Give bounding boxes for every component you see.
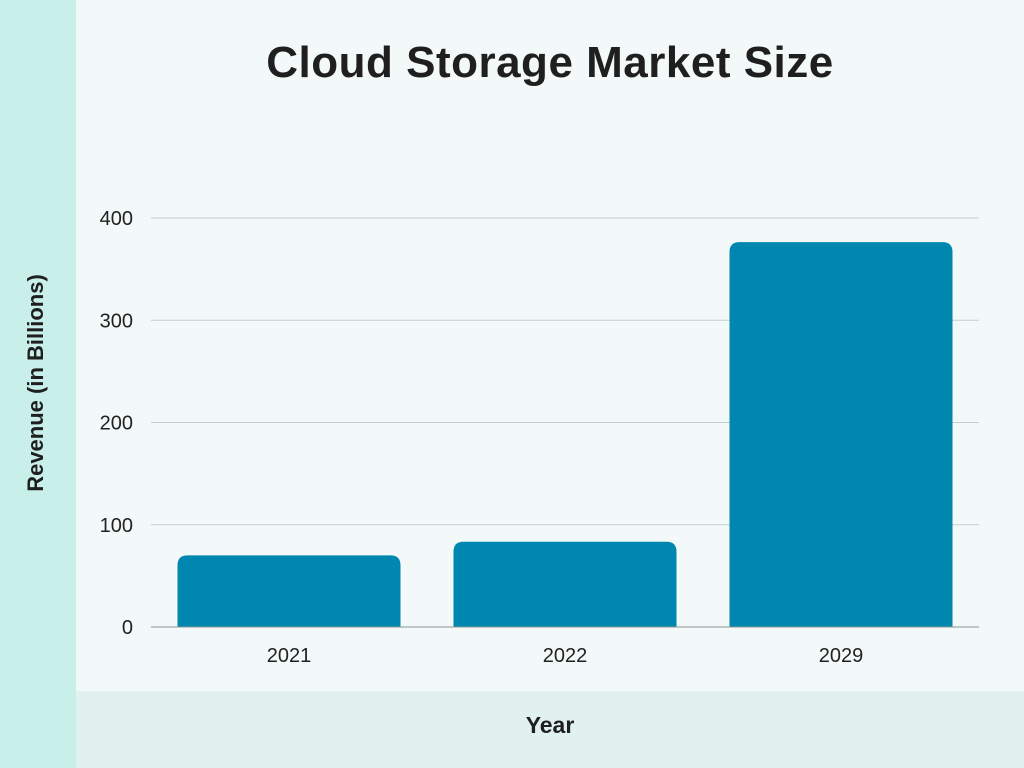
y-tick-label: 200 bbox=[100, 413, 133, 435]
bar-2029 bbox=[729, 242, 953, 628]
x-tick-label: 2021 bbox=[267, 645, 312, 667]
x-axis-label: Year bbox=[525, 712, 575, 738]
x-tick-label: 2029 bbox=[819, 645, 864, 667]
y-tick-label: 400 bbox=[100, 208, 133, 230]
bars bbox=[151, 242, 979, 628]
x-tick-labels: 2021 2022 2029 bbox=[267, 645, 864, 667]
x-tick-label: 2022 bbox=[543, 645, 588, 667]
bar-2022 bbox=[453, 541, 677, 627]
x-axis-label-band bbox=[76, 691, 1024, 768]
y-tick-label: 100 bbox=[100, 515, 133, 537]
side-decoration-strip bbox=[0, 0, 76, 768]
bar-2021 bbox=[177, 555, 401, 627]
y-tick-label: 300 bbox=[100, 310, 133, 332]
y-tick-labels: 0 100 200 300 400 bbox=[100, 208, 133, 639]
chart-title: Cloud Storage Market Size bbox=[266, 38, 834, 87]
y-tick-label: 0 bbox=[122, 617, 133, 639]
